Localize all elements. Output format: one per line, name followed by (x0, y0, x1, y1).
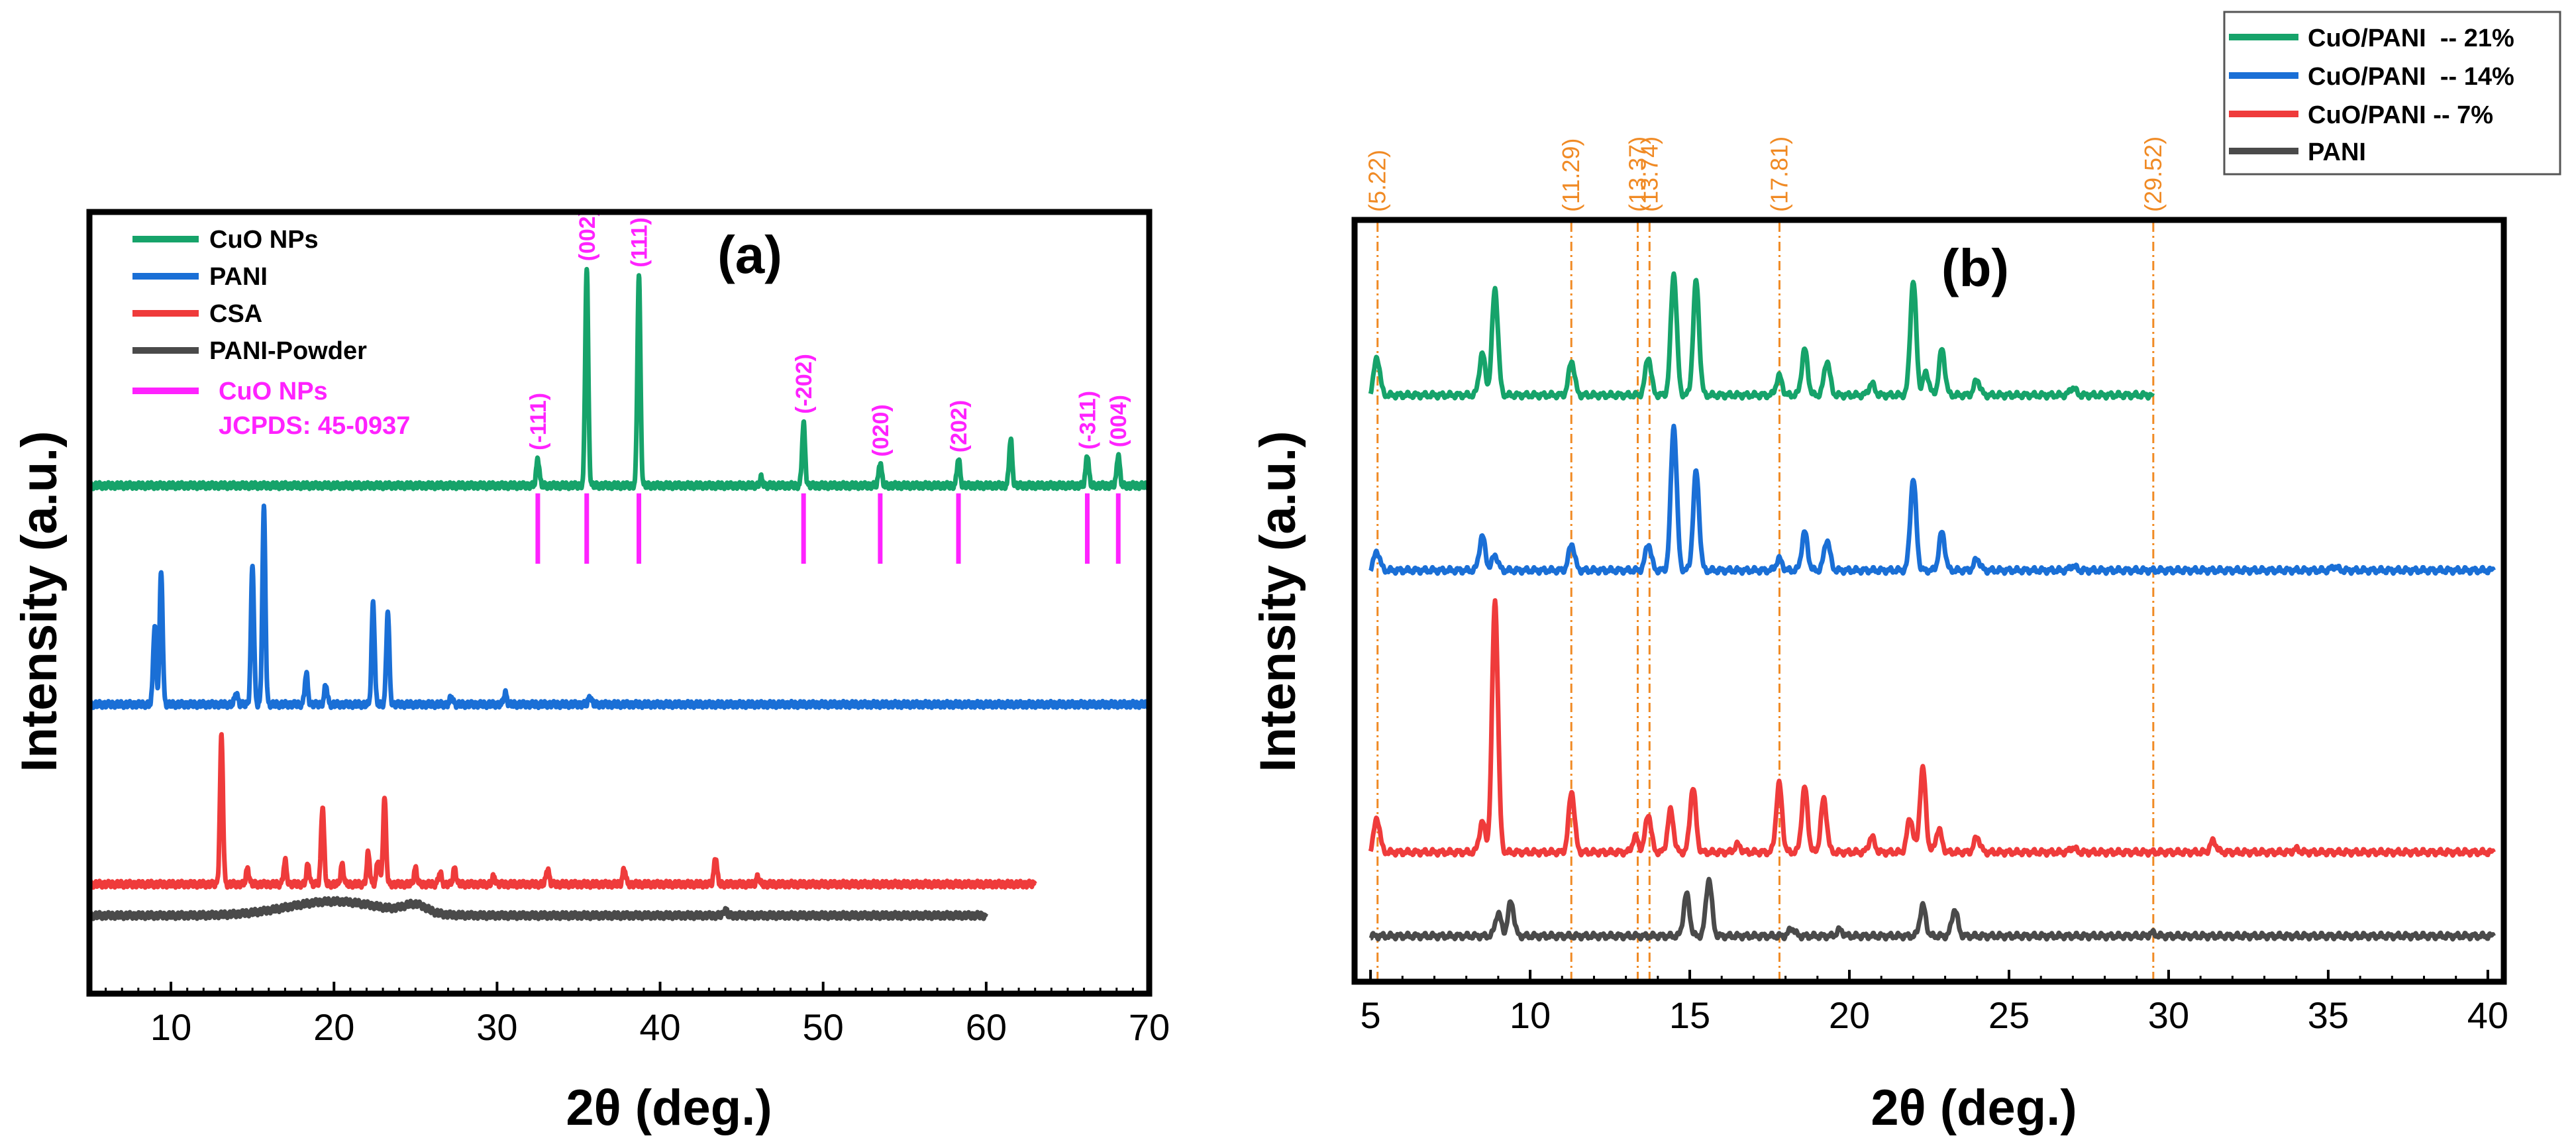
panel-b-x-tick-label: 40 (2467, 994, 2508, 1036)
panel-a-series-line-1 (87, 266, 1151, 492)
panel-a-series-line-4 (87, 896, 988, 921)
panel-a-miller-index-label: (202) (947, 400, 972, 452)
panel-b-series-line-2 (1368, 423, 2496, 576)
panel-a-x-tick-label: 20 (313, 1006, 354, 1048)
panel-b-reference-label: (13.74) (1635, 136, 1663, 212)
panel-a-x-tick-label: 40 (639, 1006, 680, 1048)
panel-b-label: (b) (1941, 238, 2009, 297)
panel-a-legend-label-jcpds: CuO NPs (219, 378, 328, 405)
panel-a-series-line-3 (87, 732, 1037, 890)
panel-a-legend: CuO NPs PANI CSA PANI-Powder CuO NPs JCP… (132, 226, 410, 440)
panel-b-x-tick-label: 15 (1669, 994, 1710, 1036)
panel-a-miller-index-label: (004) (1106, 395, 1131, 447)
panel-b-reference-label: (29.52) (2139, 136, 2167, 212)
panel-a-miller-index-label: (-111) (526, 393, 551, 450)
panel-a-frame (86, 209, 1153, 997)
panel-a-legend-label-jcpds-card: JCPDS: 45-0937 (219, 412, 410, 440)
panel-a-x-tick-label: 70 (1129, 1006, 1170, 1048)
panel-a-legend-label-pani: PANI (209, 263, 268, 291)
panel-b-legend: CuO/PANI -- 21% CuO/PANI -- 14% CuO/PANI… (2223, 11, 2561, 176)
panel-b-legend-label-7: CuO/PANI -- 7% (2308, 101, 2493, 129)
panel-a-y-axis-label: Intensity (a.u.) (11, 431, 68, 772)
panel-b-reference-label: (5.22) (1364, 150, 1391, 212)
panel-b-x-tick-label: 30 (2148, 994, 2189, 1036)
panel-a-legend-label-cuo: CuO NPs (209, 226, 319, 254)
panel-a-label: (a) (717, 225, 782, 284)
panel-b-x-tick-label: 5 (1361, 994, 1381, 1036)
panel-a-plot-area: 10 20 30 40 50 60 70 (-111) (002) (111) (-202) (020… (87, 209, 1170, 1048)
panel-b-series-line-4 (1368, 876, 2496, 942)
panel-a-legend-label-powder: PANI-Powder (209, 337, 367, 365)
panel-b-x-tick-label: 35 (2308, 994, 2349, 1036)
panel-b-series-line-1 (1368, 271, 2155, 401)
panel-a-miller-index-label: (111) (627, 217, 652, 268)
panel-b-reference-label: (17.81) (1765, 136, 1792, 212)
panel-a-miller-index-label: (020) (868, 404, 894, 456)
panel-b-legend-label-pani: PANI (2308, 138, 2366, 166)
panel-b-x-tick-label: 20 (1829, 994, 1870, 1036)
panel-b-frame (1351, 217, 2507, 985)
panel-a-x-tick-label: 50 (803, 1006, 844, 1048)
panel-b-legend-label-14: CuO/PANI -- 14% (2308, 63, 2514, 91)
panel-a-series-line-2 (87, 503, 1151, 710)
panel-b-reference-label: (11.29) (1557, 138, 1584, 212)
panel-b-legend-label-21: CuO/PANI -- 21% (2308, 25, 2514, 52)
panel-b-x-tick-label: 10 (1510, 994, 1551, 1036)
panel-a-x-tick-label: 10 (150, 1006, 191, 1048)
panel-a-miller-index-label: (-311) (1075, 391, 1100, 450)
panel-b-y-axis-label: Intensity (a.u.) (1250, 431, 1306, 772)
panel-b-x-tick-label: 25 (1988, 994, 2030, 1036)
panel-a-x-tick-label: 60 (966, 1006, 1007, 1048)
panel-a-miller-index-label: (-202) (792, 354, 817, 414)
panel-b-plot-area: 5 10 15 20 25 30 35 40 (5.22) (11.29) (13.37)(13.7… (1361, 136, 2509, 1036)
panel-b-x-axis-label: 2θ (deg.) (1871, 1080, 2077, 1136)
panel-b-chart: Intensity (a.u.) 2θ (deg.) 5 10 15 20 25 30 35… (1250, 136, 2508, 1136)
panel-a-x-tick-label: 30 (476, 1006, 517, 1048)
panel-a-legend-label-csa: CSA (209, 300, 262, 328)
panel-a-chart: Intensity (a.u.) 2θ (deg.) 10 20 30 40 50 60 7… (11, 209, 1170, 1136)
panel-b-series-line-3 (1368, 598, 2496, 858)
panel-a-x-axis-label: 2θ (deg.) (566, 1080, 772, 1136)
panel-a-miller-index-label: (002) (575, 209, 600, 261)
panel-b-reference-label: (13.37) (1623, 136, 1651, 212)
